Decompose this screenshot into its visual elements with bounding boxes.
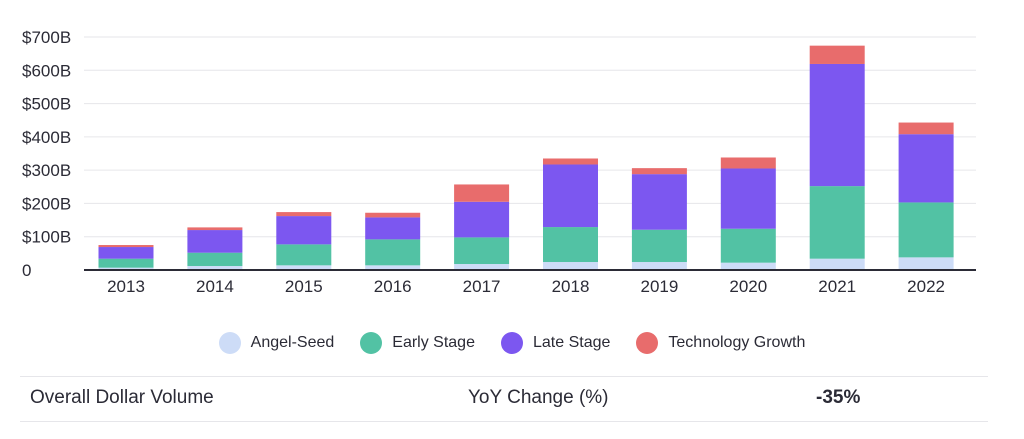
legend-item-angel-seed: Angel-Seed xyxy=(218,332,335,354)
y-tick-label: $700B xyxy=(22,28,71,47)
bar-early-stage-2020 xyxy=(720,228,776,263)
gridlines xyxy=(84,36,976,238)
y-tick-label: $300B xyxy=(22,161,71,180)
bar-angel-seed-2015 xyxy=(276,265,332,270)
bar-early-stage-2018 xyxy=(543,227,598,263)
stacked-bar-chart: 0 $100B $200B $300B $400B $500B $600B $700B 201… xyxy=(22,28,976,296)
overall-dollar-volume-label: Overall Dollar Volume xyxy=(30,387,214,408)
summary-row: Overall Dollar Volume YoY Change (%) -35… xyxy=(20,376,988,422)
legend-label-angel-seed: Angel-Seed xyxy=(250,334,335,351)
bar-late-stage-2019 xyxy=(631,174,687,230)
legend-swatch-early-stage xyxy=(360,332,383,354)
bar-technology-growth-2018 xyxy=(543,158,598,165)
bar-technology-growth-2013 xyxy=(98,245,154,248)
legend-item-late-stage: Late Stage xyxy=(500,332,611,354)
legend-swatch-technology-growth xyxy=(636,332,659,354)
bar-early-stage-2015 xyxy=(276,244,332,266)
x-tick-label: 2018 xyxy=(552,277,590,296)
x-tick-label: 2021 xyxy=(818,277,856,296)
bar-late-stage-2015 xyxy=(276,216,332,245)
x-tick-label: 2020 xyxy=(729,277,767,296)
bar-early-stage-2016 xyxy=(365,239,421,266)
bars xyxy=(98,45,954,270)
legend-swatch-late-stage xyxy=(500,332,523,354)
x-tick-label: 2016 xyxy=(374,277,412,296)
x-tick-label: 2017 xyxy=(463,277,501,296)
y-tick-label: $200B xyxy=(22,194,71,213)
bar-late-stage-2021 xyxy=(809,63,865,187)
bar-angel-seed-2019 xyxy=(631,262,687,270)
legend-label-late-stage: Late Stage xyxy=(532,334,611,351)
bar-angel-seed-2016 xyxy=(365,265,421,270)
bar-early-stage-2021 xyxy=(809,186,865,259)
bar-angel-seed-2021 xyxy=(809,258,865,270)
bar-technology-growth-2021 xyxy=(809,45,865,64)
x-tick-label: 2019 xyxy=(640,277,678,296)
yoy-change-label: YoY Change (%) xyxy=(468,387,609,408)
legend-swatch-angel-seed xyxy=(218,332,241,354)
legend-item-early-stage: Early Stage xyxy=(360,332,475,354)
bar-late-stage-2013 xyxy=(98,247,154,259)
y-tick-label: $600B xyxy=(22,61,71,80)
y-tick-label: $500B xyxy=(22,95,71,114)
yoy-change-value: -35% xyxy=(816,387,861,408)
y-tick-label: $100B xyxy=(22,228,71,247)
bar-technology-growth-2014 xyxy=(187,227,243,231)
bar-late-stage-2022 xyxy=(898,134,954,203)
bar-early-stage-2019 xyxy=(631,229,687,263)
y-tick-label: $400B xyxy=(22,128,71,147)
bar-technology-growth-2015 xyxy=(276,212,332,217)
bar-late-stage-2014 xyxy=(187,230,243,253)
bar-angel-seed-2022 xyxy=(898,257,954,270)
bar-technology-growth-2022 xyxy=(898,122,954,135)
bar-late-stage-2016 xyxy=(365,217,421,240)
bar-angel-seed-2013 xyxy=(98,267,154,270)
y-tick-label: 0 xyxy=(22,261,31,280)
bar-technology-growth-2020 xyxy=(720,157,776,169)
bar-early-stage-2022 xyxy=(898,202,954,258)
bar-angel-seed-2017 xyxy=(454,264,510,270)
legend-label-early-stage: Early Stage xyxy=(392,334,475,351)
x-axis-ticks: 2013 2014 2015 2016 2017 2018 2019 2020 2021 2022 xyxy=(107,277,945,296)
x-tick-label: 2013 xyxy=(107,277,145,296)
x-tick-label: 2014 xyxy=(196,277,234,296)
bar-technology-growth-2017 xyxy=(454,184,510,202)
bar-angel-seed-2020 xyxy=(720,262,776,270)
bar-early-stage-2014 xyxy=(187,252,243,267)
bar-technology-growth-2016 xyxy=(365,212,421,218)
bar-late-stage-2018 xyxy=(543,164,598,228)
legend-item-technology-growth: Technology Growth xyxy=(636,332,805,354)
bar-late-stage-2017 xyxy=(454,201,510,238)
bar-technology-growth-2019 xyxy=(631,168,687,175)
bar-angel-seed-2018 xyxy=(543,262,598,270)
bar-late-stage-2020 xyxy=(720,168,776,229)
bar-early-stage-2017 xyxy=(454,237,510,265)
bar-early-stage-2013 xyxy=(98,258,154,268)
x-tick-label: 2015 xyxy=(285,277,323,296)
y-axis-ticks: 0 $100B $200B $300B $400B $500B $600B $700B xyxy=(22,28,71,280)
bar-angel-seed-2014 xyxy=(187,266,243,270)
x-tick-label: 2022 xyxy=(907,277,945,296)
legend: Angel-Seed Early Stage Late Stage Technolog… xyxy=(0,328,1024,358)
legend-label-technology-growth: Technology Growth xyxy=(668,334,806,351)
